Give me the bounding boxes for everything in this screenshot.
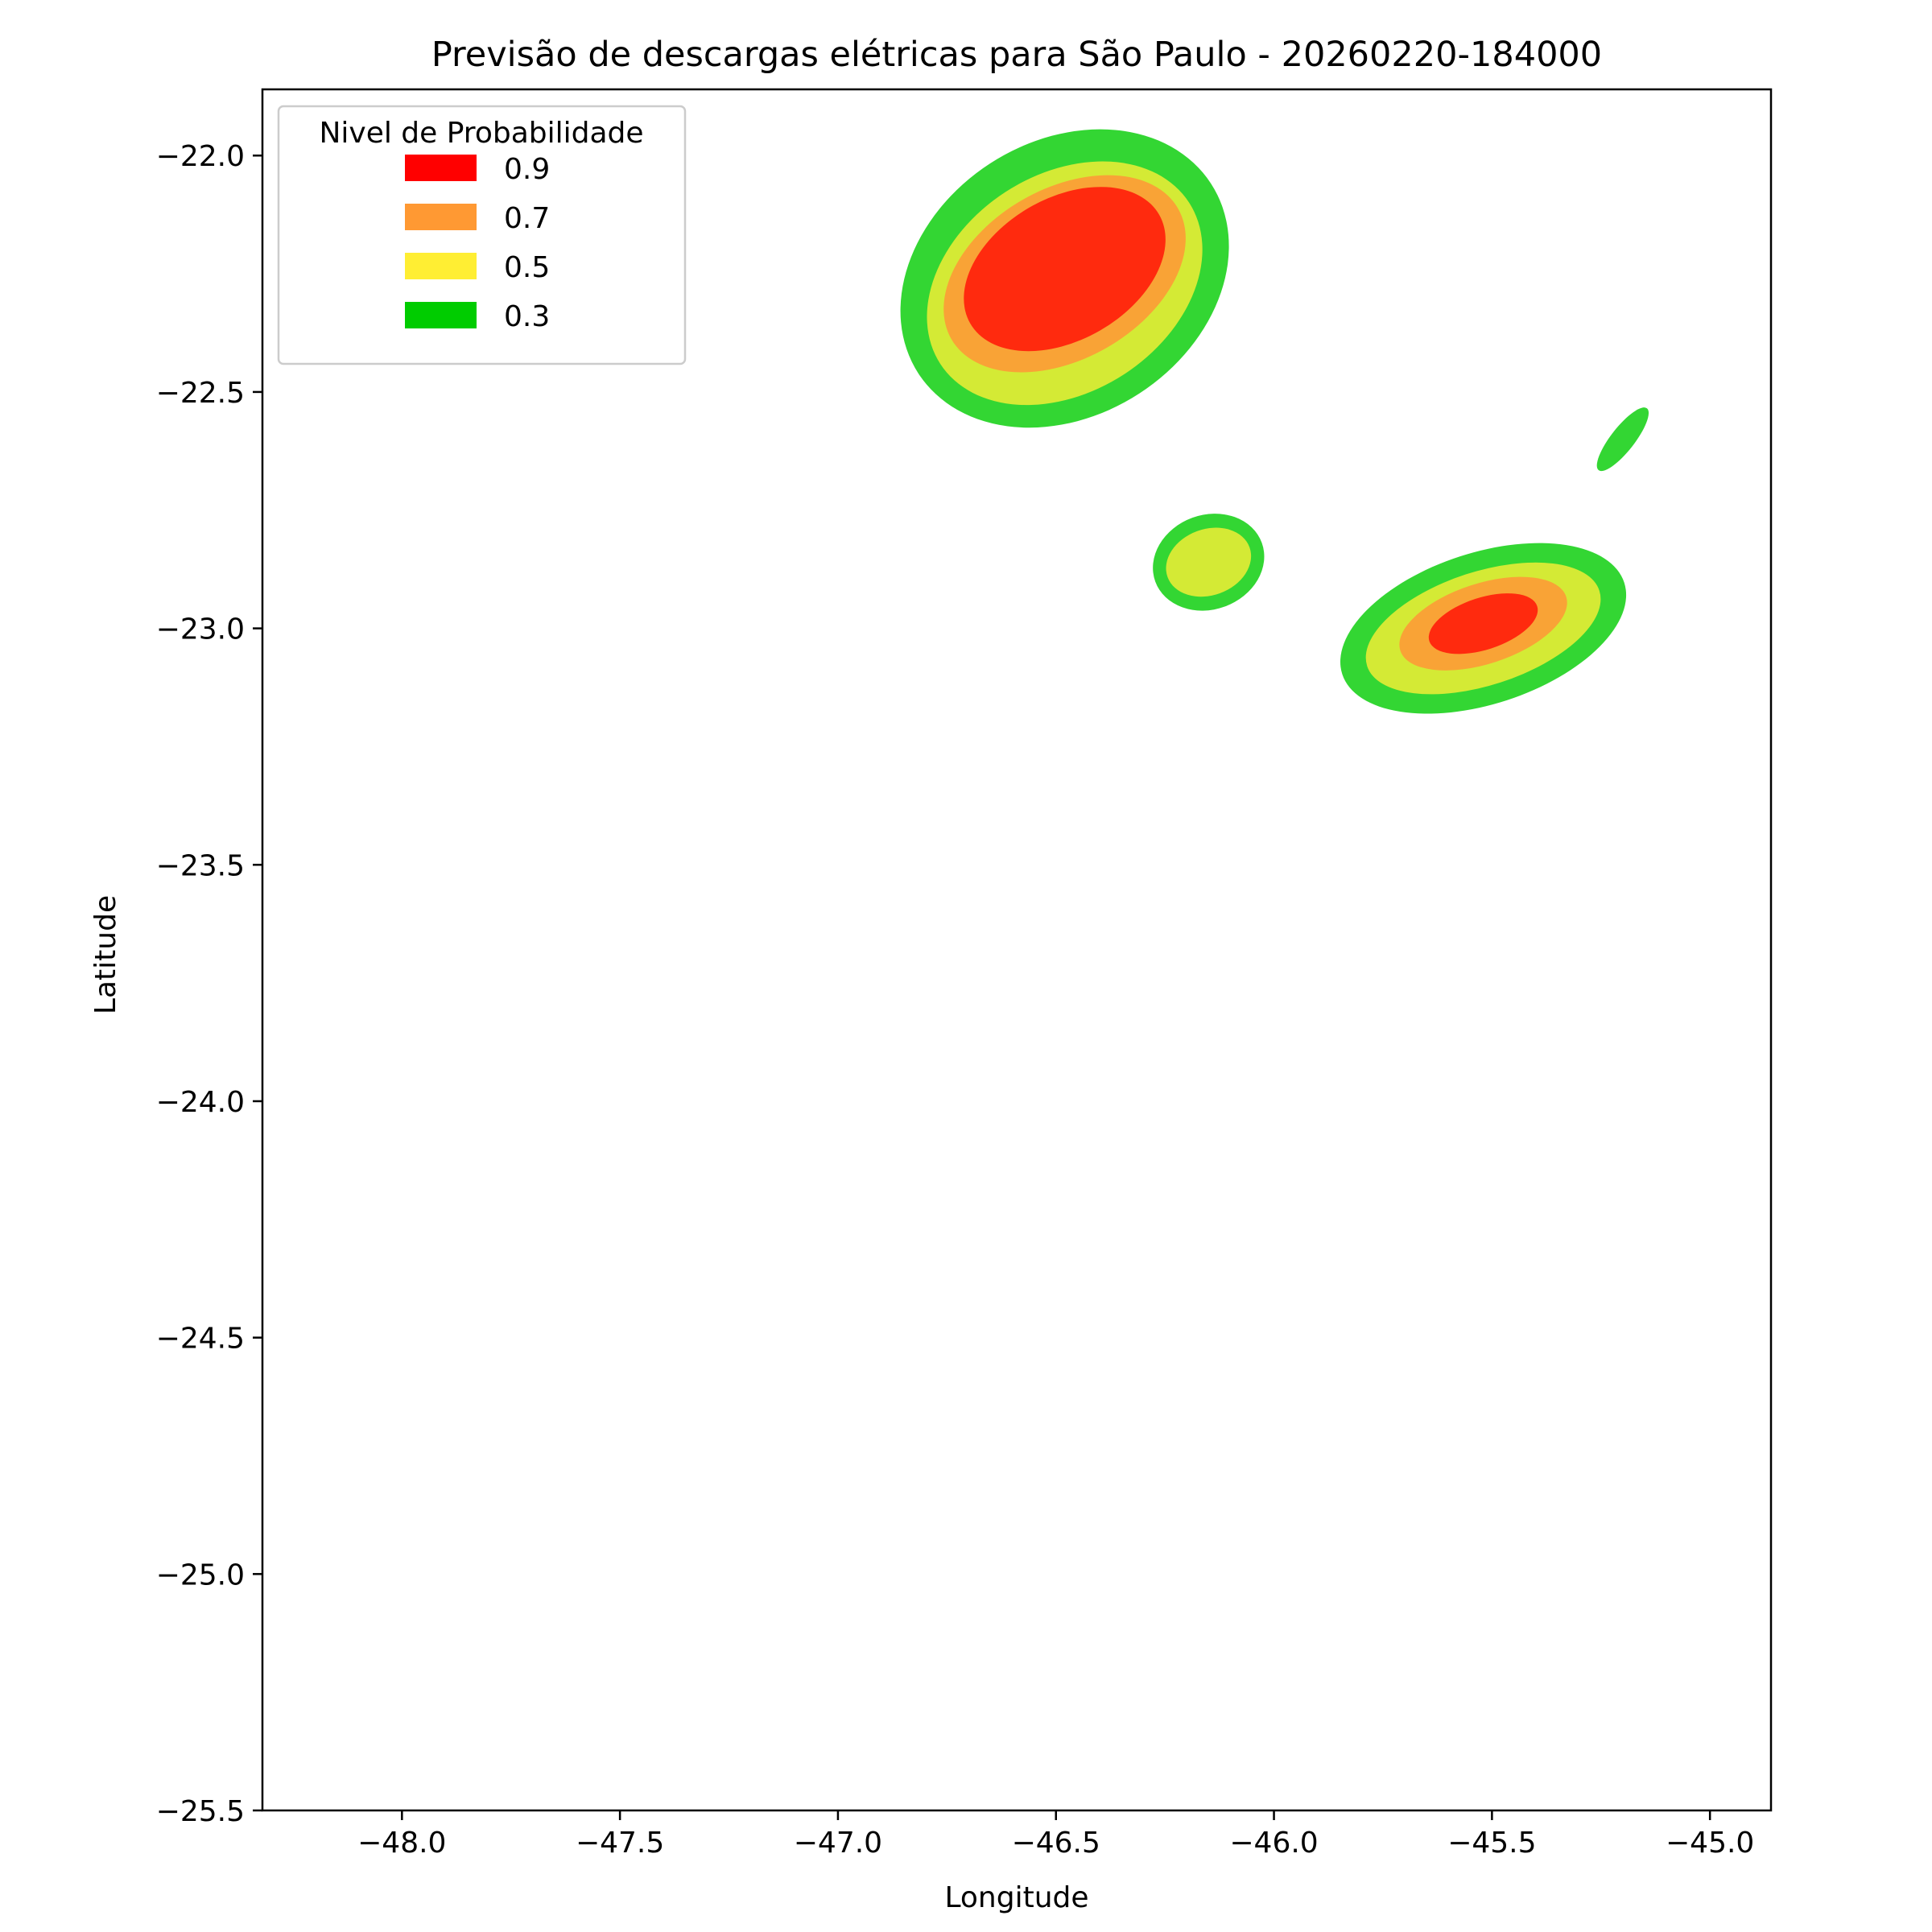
legend-swatch bbox=[405, 253, 477, 279]
legend-swatch bbox=[405, 302, 477, 328]
legend-label: 0.9 bbox=[504, 153, 550, 186]
x-axis-title: Longitude bbox=[944, 1881, 1088, 1914]
y-tick-label: −24.0 bbox=[156, 1086, 245, 1119]
legend-label: 0.5 bbox=[504, 251, 550, 284]
legend-box bbox=[277, 105, 687, 365]
y-axis-title: Latitude bbox=[89, 895, 122, 1014]
contour-fills bbox=[900, 129, 1649, 714]
y-tick-label: −22.0 bbox=[156, 140, 245, 173]
chart-title: Previsão de descargas elétricas para São… bbox=[431, 35, 1602, 75]
x-tick-label: −48.0 bbox=[357, 1827, 446, 1860]
legend-swatch bbox=[405, 204, 477, 230]
x-tick-label: −46.0 bbox=[1229, 1827, 1318, 1860]
small-east-cell-level-03 bbox=[1596, 407, 1649, 472]
plot-frame bbox=[261, 88, 1773, 1812]
x-tick-label: −45.5 bbox=[1447, 1827, 1536, 1860]
y-tick-label: −24.5 bbox=[156, 1323, 245, 1356]
legend-label: 0.3 bbox=[504, 300, 550, 333]
y-tick-label: −25.5 bbox=[156, 1795, 245, 1828]
x-tick-label: −47.0 bbox=[794, 1827, 882, 1860]
southeast-cell-level-09 bbox=[1428, 593, 1538, 654]
legend: Nivel de Probabilidade 0.9 0.7 0.5 0.3 bbox=[277, 105, 687, 365]
x-tick-label: −46.5 bbox=[1012, 1827, 1100, 1860]
legend-swatch bbox=[405, 155, 477, 181]
y-tick-label: −22.5 bbox=[156, 377, 245, 410]
y-tick-label: −25.0 bbox=[156, 1558, 245, 1591]
x-tick-label: −45.0 bbox=[1666, 1827, 1754, 1860]
x-tick-label: −47.5 bbox=[576, 1827, 664, 1860]
y-tick-label: −23.5 bbox=[156, 849, 245, 882]
y-axis-ticks: −22.0 −22.5 −23.0 −23.5 −24.0 −24.5 −25.0 −25.5 bbox=[156, 140, 262, 1828]
legend-label: 0.7 bbox=[504, 202, 550, 235]
legend-title: Nivel de Probabilidade bbox=[319, 117, 643, 150]
x-axis-ticks: −48.0 −47.5 −47.0 −46.5 −46.0 −45.5 −45.0 bbox=[357, 1810, 1754, 1860]
north-cell-level-09 bbox=[964, 187, 1166, 352]
y-tick-label: −23.0 bbox=[156, 613, 245, 646]
middle-cell-level-05 bbox=[1166, 527, 1252, 597]
